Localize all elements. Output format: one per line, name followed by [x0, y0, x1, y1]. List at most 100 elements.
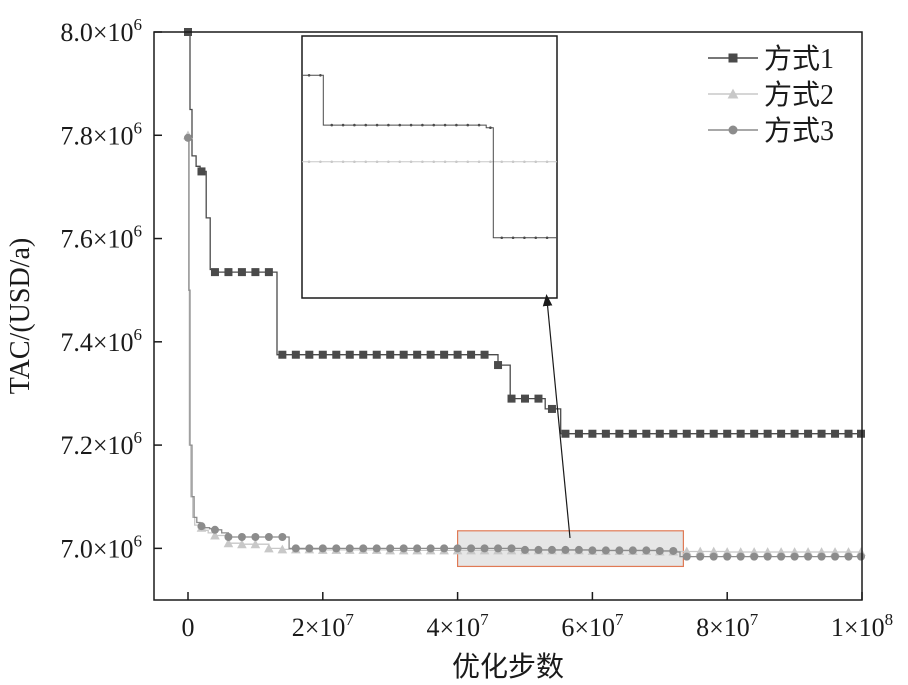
data-point-series-1	[682, 429, 691, 438]
inset-point-series-1	[545, 236, 549, 240]
data-point-series-1	[345, 350, 354, 359]
data-point-series-1	[426, 350, 435, 359]
inset-point-series-1	[307, 74, 311, 77]
data-point-series-1	[480, 350, 489, 359]
data-point-series-1	[790, 429, 799, 438]
inset-point-series-2	[477, 160, 481, 164]
data-point-series-3	[467, 544, 476, 553]
inset-point-series-2	[455, 160, 458, 164]
data-point-series-1	[777, 429, 786, 438]
data-point-series-3	[224, 533, 233, 542]
data-point-series-3	[440, 544, 449, 553]
inset-series-line-1	[302, 74, 557, 239]
data-point-series-3	[305, 544, 314, 553]
data-point-series-3	[278, 533, 287, 542]
data-point-series-3	[291, 544, 300, 553]
inset-point-series-1	[330, 123, 334, 127]
data-point-series-1	[709, 429, 718, 438]
data-point-series-3	[399, 544, 408, 553]
data-point-series-3	[588, 546, 597, 555]
x-tick-label: 4×107	[427, 610, 490, 642]
data-point-series-1	[494, 361, 503, 370]
data-point-series-2	[708, 546, 719, 556]
data-point-series-1	[251, 268, 260, 277]
data-point-series-2	[250, 539, 261, 549]
inset-point-series-1	[443, 123, 447, 127]
inset-point-series-2	[534, 160, 538, 164]
data-point-series-3	[251, 533, 260, 542]
data-point-series-2	[210, 530, 220, 540]
x-tick-label: 6×107	[561, 610, 624, 642]
x-tick-label: 8×107	[696, 610, 759, 642]
inset-point-series-2	[341, 160, 345, 164]
inset-point-series-2	[466, 160, 470, 164]
inset-point-series-1	[534, 236, 538, 240]
data-point-series-3	[574, 545, 583, 554]
data-point-series-1	[831, 429, 840, 438]
data-point-series-1	[723, 429, 732, 438]
data-point-series-1	[278, 350, 287, 359]
inset-point-series-1	[455, 123, 458, 127]
data-point-series-1	[413, 350, 422, 359]
inset-point-series-2	[330, 160, 334, 164]
inset-point-series-1	[341, 123, 345, 127]
inset-point-series-1	[421, 123, 424, 127]
data-point-series-1	[507, 394, 516, 403]
data-point-series-3	[736, 552, 745, 561]
data-point-series-1	[224, 268, 233, 277]
x-tick-label: 2×107	[292, 610, 355, 642]
data-point-series-1	[359, 350, 368, 359]
data-point-series-3	[777, 552, 786, 561]
data-point-series-1	[332, 350, 341, 359]
data-point-series-3	[696, 552, 705, 561]
data-point-series-1	[386, 350, 395, 359]
data-point-series-1	[804, 429, 813, 438]
x-axis-title: 优化步数	[452, 651, 564, 683]
data-point-series-3	[723, 552, 732, 561]
data-point-series-1	[615, 429, 624, 438]
data-point-series-2	[237, 539, 247, 549]
legend-marker-3	[728, 125, 738, 135]
data-point-series-3	[534, 545, 543, 554]
inset-point-series-2	[500, 160, 504, 164]
data-point-series-3	[507, 544, 516, 553]
data-point-series-3	[790, 552, 799, 561]
inset-point-series-2	[319, 160, 322, 164]
inset-point-series-1	[466, 123, 470, 127]
inset-point-series-1	[319, 74, 322, 77]
y-tick-label: 7.6×106	[60, 222, 142, 254]
y-tick-label: 7.0×106	[60, 531, 142, 563]
data-point-series-1	[318, 350, 327, 359]
inset-point-series-2	[421, 160, 424, 164]
data-point-series-3	[345, 544, 354, 553]
data-point-series-1	[628, 429, 637, 438]
inset-point-series-2	[387, 160, 390, 164]
inset-point-series-2	[353, 160, 356, 164]
data-point-series-1	[210, 268, 219, 277]
data-point-series-3	[817, 552, 826, 561]
inset-point-series-1	[489, 126, 492, 129]
y-axis-title: TAC/(USD/a)	[5, 238, 36, 394]
data-point-series-2	[681, 546, 692, 556]
data-point-series-1	[588, 429, 597, 438]
data-point-series-1	[669, 429, 678, 438]
y-tick-label: 8.0×106	[60, 15, 142, 47]
data-point-series-1	[440, 350, 449, 359]
data-point-series-3	[709, 552, 718, 561]
data-point-series-3	[318, 544, 327, 553]
data-point-series-3	[750, 552, 759, 561]
data-point-series-1	[197, 167, 206, 176]
data-point-series-3	[844, 552, 853, 561]
data-point-series-3	[494, 544, 503, 553]
data-point-series-1	[399, 350, 408, 359]
data-point-series-1	[305, 350, 314, 359]
zoom-arrow	[542, 294, 571, 539]
inset-point-series-1	[387, 123, 390, 127]
inset-point-series-2	[364, 160, 368, 164]
inset-point-series-2	[375, 160, 379, 164]
data-point-series-3	[480, 544, 489, 553]
data-point-series-3	[561, 545, 570, 554]
data-point-series-1	[372, 350, 381, 359]
data-point-series-3	[386, 544, 395, 553]
